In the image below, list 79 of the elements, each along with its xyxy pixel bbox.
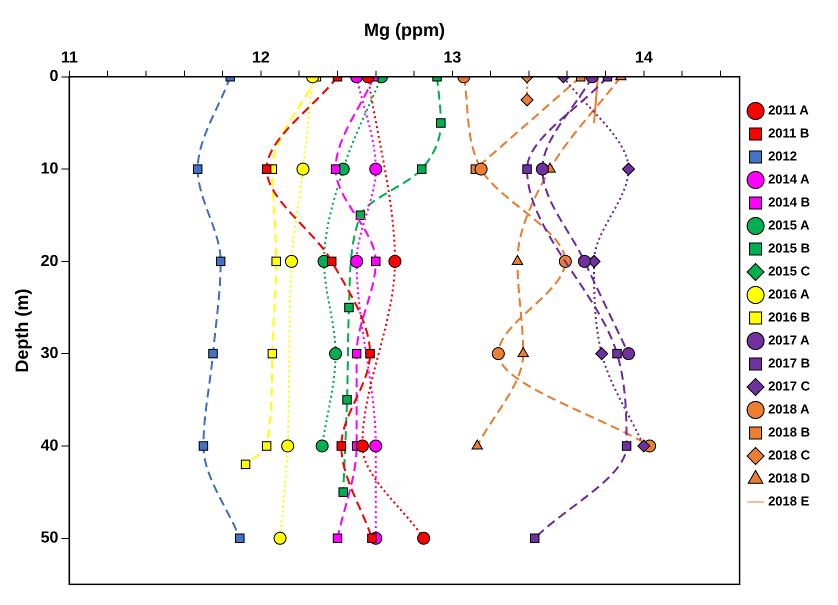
point <box>326 256 336 266</box>
point <box>235 534 245 543</box>
point <box>536 162 549 176</box>
point <box>595 347 608 360</box>
point <box>520 93 534 106</box>
point <box>216 256 226 266</box>
point <box>365 348 375 358</box>
point <box>262 441 272 451</box>
legend-label: 2016 A <box>768 286 810 302</box>
legend-label: 2015 C <box>768 264 811 279</box>
y-tick-label: 20 <box>40 252 58 270</box>
legend-label: 2017 B <box>768 356 810 371</box>
y-axis-title: Depth (m) <box>12 288 32 373</box>
y-tick-label: 10 <box>40 160 58 178</box>
point <box>530 534 540 543</box>
point <box>240 460 250 470</box>
point <box>578 254 591 268</box>
point <box>416 164 426 174</box>
x-axis-title: Mg (ppm) <box>364 20 445 40</box>
legend-label: 2016 B <box>768 310 810 325</box>
legend-label: 2015 A <box>768 218 810 233</box>
point <box>356 210 366 220</box>
point <box>285 254 298 268</box>
legend-label: 2018 E <box>768 494 810 509</box>
x-tick-label: 11 <box>60 50 78 67</box>
legend-label: 2011 B <box>768 126 810 141</box>
point <box>417 532 430 545</box>
y-tick-label: 40 <box>40 437 58 454</box>
legend-label: 2015 B <box>768 240 810 256</box>
point <box>622 162 636 176</box>
point <box>332 534 342 543</box>
point <box>262 164 272 174</box>
legend-label: 2018 C <box>768 448 811 463</box>
point <box>350 254 364 268</box>
point <box>268 348 278 358</box>
point <box>274 532 287 545</box>
point <box>281 439 294 452</box>
legend-label: 2018 B <box>768 424 810 440</box>
point <box>330 164 340 174</box>
point <box>316 439 329 452</box>
x-tick-label: 13 <box>443 50 462 67</box>
legend-label: 2012 <box>768 148 797 164</box>
point <box>474 162 488 176</box>
point <box>271 256 281 266</box>
legend-label: 2018 D <box>768 470 810 486</box>
legend-label: 2014 A <box>768 172 810 187</box>
point <box>192 164 202 174</box>
legend-label: 2018 A <box>768 402 810 417</box>
y-tick-label: 50 <box>40 530 58 547</box>
x-tick-label: 12 <box>252 50 270 67</box>
point <box>518 347 529 358</box>
point <box>356 439 369 452</box>
point <box>622 347 636 360</box>
point <box>492 347 505 360</box>
legend-label: 2017 C <box>768 378 811 394</box>
point <box>369 162 382 176</box>
point <box>338 487 348 497</box>
point <box>369 439 382 452</box>
y-tick-label: 0 <box>49 68 58 86</box>
point <box>198 441 208 451</box>
point <box>336 441 346 451</box>
x-tick-label: 14 <box>634 50 653 67</box>
point <box>622 441 632 451</box>
point <box>329 347 342 360</box>
point <box>371 256 381 266</box>
point <box>388 254 402 268</box>
point <box>352 348 362 358</box>
point <box>522 164 532 174</box>
y-tick-label: 30 <box>40 345 58 362</box>
legend-label: 2011 A <box>768 102 810 118</box>
point <box>344 302 354 312</box>
point <box>208 348 218 358</box>
legend-label: 2014 B <box>768 194 810 210</box>
point <box>436 118 446 128</box>
point <box>296 162 310 176</box>
legend-label: 2017 A <box>768 332 810 348</box>
point <box>342 395 352 405</box>
point <box>637 439 650 452</box>
point <box>612 348 622 358</box>
